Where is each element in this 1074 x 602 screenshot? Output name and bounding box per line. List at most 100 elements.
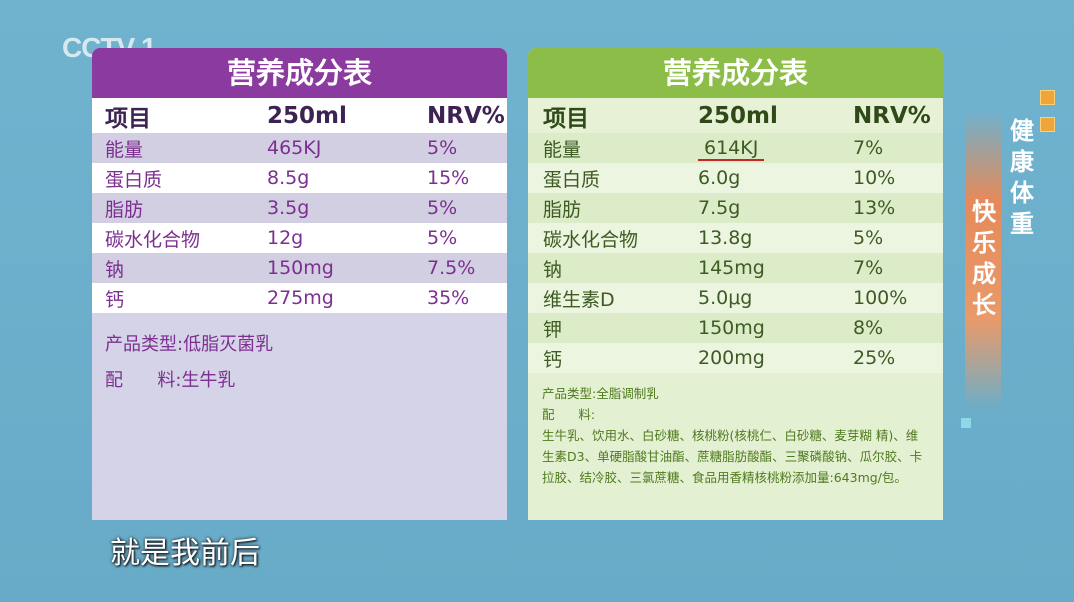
- nutrient-name: 碳水化合物: [528, 225, 698, 252]
- nutrient-amount: 12g: [267, 227, 427, 249]
- cell-text: 465KJ: [267, 137, 322, 159]
- cell-text: 13%: [853, 197, 896, 219]
- cell-text: 7%: [853, 137, 884, 159]
- nutrient-name: 钾: [528, 315, 698, 342]
- header-nrv: NRV%: [427, 102, 505, 129]
- nutrient-nrv: 5%: [427, 227, 507, 249]
- nutrient-amount: 6.0g: [698, 167, 853, 189]
- cell-text: 维生素D: [543, 288, 615, 311]
- nutrient-nrv: 7.5%: [427, 257, 507, 279]
- nutrient-nrv: 5%: [853, 227, 943, 249]
- cell-text: 5%: [427, 197, 458, 219]
- nutrient-name: 脂肪: [92, 195, 267, 222]
- right-table-header: 项目 250ml NRV%: [528, 98, 943, 133]
- right-product-type: 产品类型:全脂调制乳: [542, 386, 659, 401]
- table-row: 碳水化合物 13.8g 5%: [528, 223, 943, 253]
- nutrient-nrv: 7%: [853, 137, 943, 159]
- left-product-type: 产品类型:低脂灭菌乳: [105, 334, 274, 355]
- header-nrv: NRV%: [853, 102, 931, 129]
- cell-text: 25%: [853, 347, 896, 369]
- left-table-title: 营养成分表: [92, 48, 507, 98]
- cell-text: 6.0g: [698, 167, 741, 189]
- cell-text: 275mg: [267, 287, 334, 309]
- header-item: 项目: [543, 105, 589, 132]
- nutrient-nrv: 5%: [427, 137, 507, 159]
- cell-text: 5%: [427, 137, 458, 159]
- nutrient-amount: 150mg: [267, 257, 427, 279]
- cell-text: 钠: [105, 258, 125, 281]
- nutrient-nrv: 100%: [853, 287, 943, 309]
- decoration-square: [961, 418, 971, 428]
- right-nutrition-table: 营养成分表 项目 250ml NRV% 能量 614KJ 7% 蛋白质 6.0g 10% 脂…: [528, 48, 943, 520]
- cell-text: 3.5g: [267, 197, 310, 219]
- nutrient-nrv: 8%: [853, 317, 943, 339]
- nutrient-amount: 275mg: [267, 287, 427, 309]
- table-row: 碳水化合物 12g 5%: [92, 223, 507, 253]
- subtitle: 就是我前后: [110, 536, 260, 571]
- nutrient-nrv: 5%: [427, 197, 507, 219]
- nutrient-nrv: 25%: [853, 347, 943, 369]
- cell-text: 能量: [543, 138, 582, 161]
- banner-decoration-icon: [1040, 90, 1055, 105]
- header-item: 项目: [105, 105, 151, 132]
- nutrient-nrv: 35%: [427, 287, 507, 309]
- table-row: 能量 614KJ 7%: [528, 133, 943, 163]
- cell-text: 7.5%: [427, 257, 476, 279]
- left-nutrition-table: 营养成分表 项目 250ml NRV% 能量 465KJ 5% 蛋白质 8.5g 15% 脂…: [92, 48, 507, 520]
- cell-text: 8.5g: [267, 167, 310, 189]
- nutrient-name: 钠: [528, 255, 698, 282]
- cell-text: 脂肪: [543, 198, 582, 221]
- side-banner-gradient: [965, 110, 1001, 410]
- cell-text: 7%: [853, 257, 884, 279]
- table-row: 钾 150mg 8%: [528, 313, 943, 343]
- cell-text: 碳水化合物: [543, 228, 639, 251]
- cell-text: 5.0μg: [698, 287, 753, 309]
- nutrient-amount: 13.8g: [698, 227, 853, 249]
- table-row: 蛋白质 8.5g 15%: [92, 163, 507, 193]
- nutrient-name: 脂肪: [528, 195, 698, 222]
- cell-text: 8%: [853, 317, 884, 339]
- cell-text: 100%: [853, 287, 908, 309]
- cell-text: 150mg: [267, 257, 334, 279]
- table-row: 钠 150mg 7.5%: [92, 253, 507, 283]
- table-row: 钙 200mg 25%: [528, 343, 943, 373]
- cell-text: 钾: [543, 318, 563, 341]
- right-table-title: 营养成分表: [528, 48, 943, 98]
- cell-text: 10%: [853, 167, 896, 189]
- cell-text: 12g: [267, 227, 304, 249]
- cell-text: 5%: [853, 227, 884, 249]
- table-row: 蛋白质 6.0g 10%: [528, 163, 943, 193]
- highlighted-energy-value: 614KJ: [698, 137, 765, 161]
- side-banner-text-2: 快乐成长: [972, 197, 996, 319]
- nutrient-amount: 150mg: [698, 317, 853, 339]
- nutrient-nrv: 7%: [853, 257, 943, 279]
- nutrient-name: 能量: [528, 135, 698, 162]
- nutrient-amount: 5.0μg: [698, 287, 853, 309]
- nutrient-amount: 7.5g: [698, 197, 853, 219]
- nutrient-name: 碳水化合物: [92, 225, 267, 252]
- cell-text: 蛋白质: [105, 168, 163, 191]
- table-row: 脂肪 3.5g 5%: [92, 193, 507, 223]
- nutrient-name: 蛋白质: [528, 165, 698, 192]
- cell-text: 150mg: [698, 317, 765, 339]
- table-row: 能量 465KJ 5%: [92, 133, 507, 163]
- nutrient-nrv: 13%: [853, 197, 943, 219]
- cell-text: 15%: [427, 167, 470, 189]
- cell-text: 13.8g: [698, 227, 753, 249]
- nutrient-nrv: 15%: [427, 167, 507, 189]
- left-table-header: 项目 250ml NRV%: [92, 98, 507, 133]
- nutrient-amount: 8.5g: [267, 167, 427, 189]
- left-ingredients: 配 料:生牛乳: [105, 370, 236, 391]
- banner-decoration-icon: [1040, 117, 1055, 132]
- nutrient-amount: 465KJ: [267, 137, 427, 159]
- right-ingredients: 生牛乳、饮用水、白砂糖、核桃粉(核桃仁、白砂糖、麦芽糊 精)、维生素D3、单硬脂…: [542, 428, 923, 485]
- cell-text: 5%: [427, 227, 458, 249]
- cell-text: 能量: [105, 138, 144, 161]
- table-row: 脂肪 7.5g 13%: [528, 193, 943, 223]
- nutrient-name: 钙: [528, 345, 698, 372]
- cell-text: 钙: [105, 288, 125, 311]
- nutrient-name: 能量: [92, 135, 267, 162]
- cell-text: 35%: [427, 287, 470, 309]
- cell-text: 钠: [543, 258, 563, 281]
- nutrient-amount: 145mg: [698, 257, 853, 279]
